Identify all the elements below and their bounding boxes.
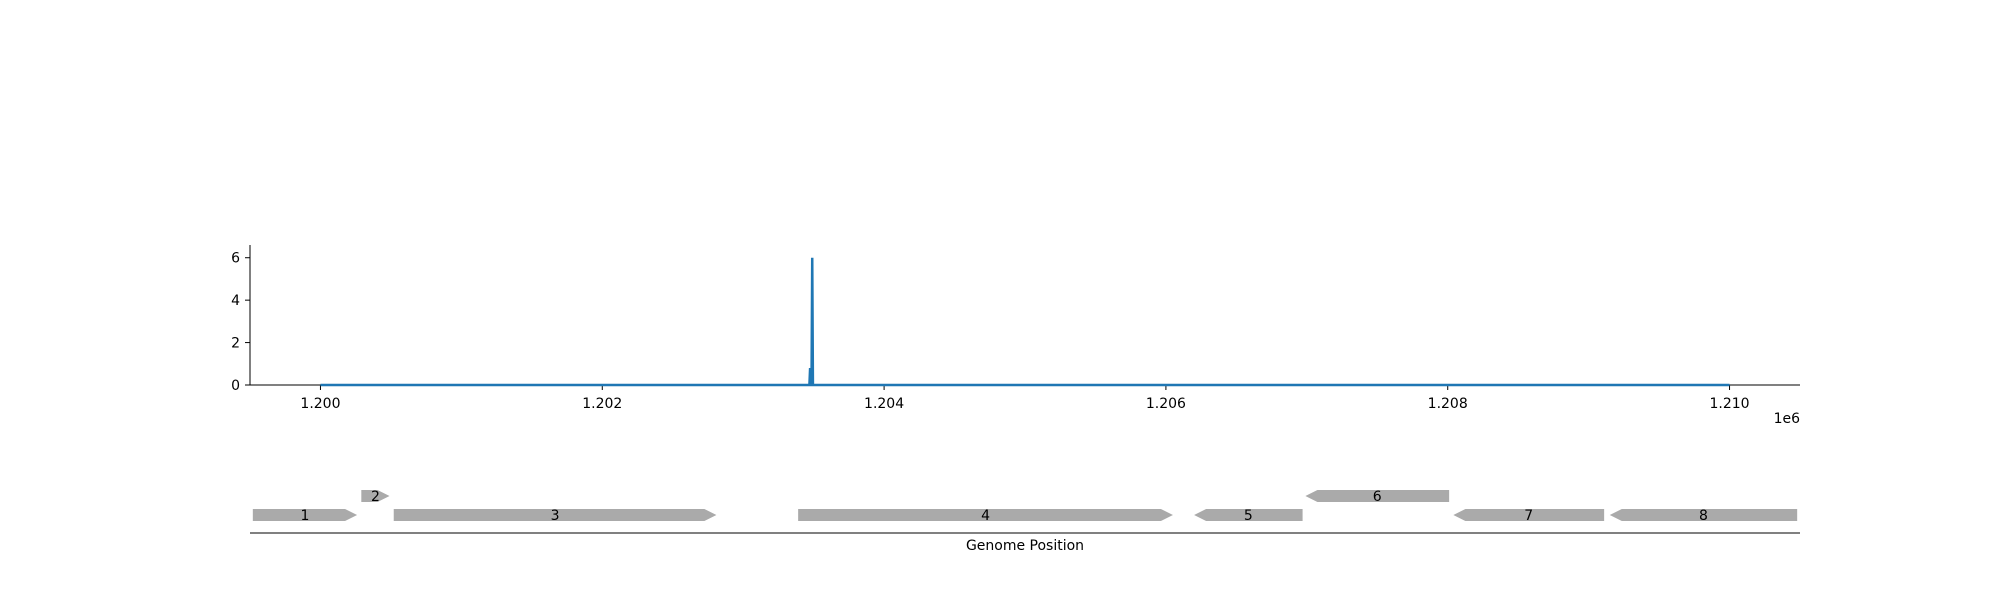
gene-arrow <box>1305 490 1450 502</box>
gene-arrow <box>393 509 717 521</box>
y-tick-label: 2 <box>231 336 240 352</box>
x-offset-label: 1e6 <box>1774 411 1801 427</box>
gene-track-xlabel: Genome Position <box>966 538 1084 554</box>
gene-label: 1 <box>300 508 309 524</box>
x-tick-label: 1.210 <box>1709 396 1749 412</box>
gene-label: 5 <box>1244 508 1253 524</box>
coverage-series-line <box>320 257 1730 387</box>
coverage-plot: 1.200 1.202 1.204 1.206 1.208 1.210 1e6 0 2 4 6 <box>231 245 1800 427</box>
gene-arrow <box>1609 509 1798 521</box>
gene-arrow <box>798 509 1173 521</box>
gene-track: 1 2 3 4 5 6 7 8 Genome Position <box>250 489 1800 554</box>
gene-label: 6 <box>1373 489 1382 505</box>
y-tick-label: 4 <box>231 293 240 309</box>
gene-label: 7 <box>1524 508 1533 524</box>
x-tick-label: 1.208 <box>1428 396 1468 412</box>
gene-arrow <box>1194 509 1303 521</box>
gene-label: 4 <box>981 508 990 524</box>
gene-arrow <box>252 509 358 521</box>
x-tick-label: 1.202 <box>582 396 622 412</box>
x-tick-label: 1.200 <box>300 396 340 412</box>
y-tick-label: 0 <box>231 378 240 394</box>
gene-label: 3 <box>551 508 560 524</box>
gene-arrow <box>361 490 390 502</box>
gene-label: 2 <box>371 489 380 505</box>
x-tick-label: 1.204 <box>864 396 904 412</box>
y-tick-label: 6 <box>231 251 240 267</box>
x-tick-label: 1.206 <box>1146 396 1186 412</box>
gene-label: 8 <box>1699 508 1708 524</box>
gene-arrow <box>1453 509 1605 521</box>
